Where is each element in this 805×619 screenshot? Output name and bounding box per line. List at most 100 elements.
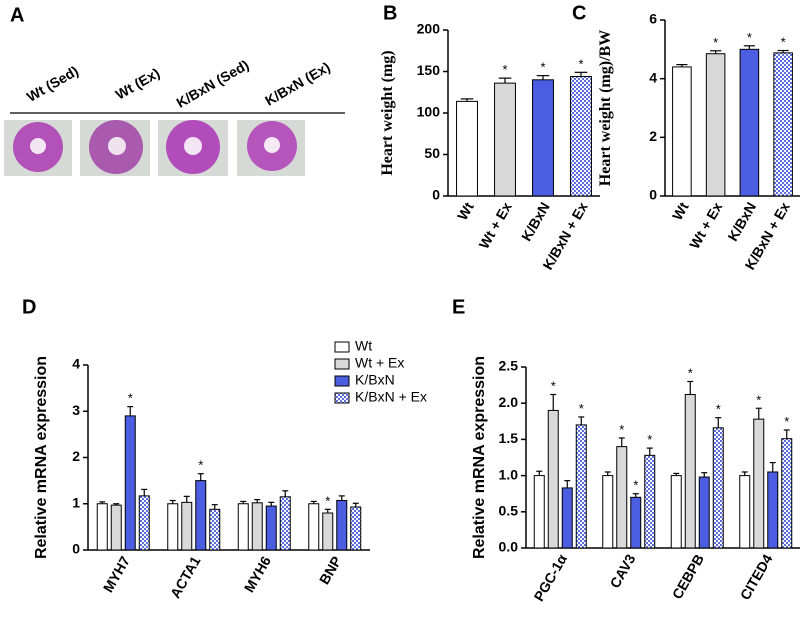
significance-marker: * (713, 35, 718, 50)
significance-marker: * (502, 62, 507, 77)
panel-label: C (572, 2, 586, 24)
x-tick-label: ACTA1 (167, 553, 204, 601)
y-tick-label: 1.0 (499, 466, 519, 482)
slice-images (4, 120, 305, 176)
y-tick-label: 6 (649, 11, 657, 27)
x-tick-label: K/BxN (724, 199, 759, 243)
significance-marker: * (578, 56, 583, 71)
significance-marker: * (647, 432, 652, 447)
bar (670, 475, 682, 549)
y-tick-label: 0 (72, 541, 80, 557)
legend-label: Wt + Ex (355, 355, 404, 371)
y-tick-label: 1 (72, 494, 80, 510)
significance-marker: * (325, 493, 330, 508)
legend-label: K/BxN (355, 372, 395, 388)
significance-marker: * (784, 414, 789, 429)
y-tick-label: 0.0 (499, 539, 519, 555)
y-tick-label: 4 (649, 69, 657, 85)
bar (251, 502, 263, 551)
legend-swatch (334, 358, 350, 370)
x-tick-label: CAV3 (607, 551, 639, 591)
significance-marker: * (551, 379, 556, 394)
legend-label: K/BxN + Ex (355, 389, 427, 405)
legend-swatch (334, 341, 350, 353)
bar (110, 504, 122, 551)
panel-label: A (10, 4, 24, 26)
bar (575, 424, 587, 549)
y-tick-label: 0 (649, 187, 657, 203)
y-tick-label: 100 (417, 104, 441, 120)
bar (181, 501, 193, 551)
significance-marker: * (619, 422, 624, 437)
bar (753, 418, 765, 549)
y-tick-label: 50 (424, 145, 440, 161)
significance-marker: * (579, 401, 584, 416)
x-tick-label: CEBPB (669, 551, 707, 601)
sample-label: K/BxN (Sed) (173, 57, 251, 111)
x-tick-label: Wt + Ex (475, 199, 514, 251)
y-tick-label: 3 (72, 402, 80, 418)
bar (350, 506, 362, 551)
bar (602, 475, 614, 549)
bar (336, 500, 348, 551)
bar (308, 503, 320, 551)
significance-marker: * (756, 392, 761, 407)
panel-label: B (383, 2, 397, 24)
legend-swatch (334, 375, 350, 387)
significance-marker: * (716, 402, 721, 417)
bar (705, 53, 726, 197)
bar (532, 79, 554, 197)
bar (96, 503, 108, 551)
bar (167, 503, 179, 551)
y-axis-label: Relative mRNA expression (471, 356, 488, 559)
bar (616, 446, 628, 549)
x-tick-label: CITED4 (737, 551, 776, 602)
bar (533, 475, 545, 549)
x-tick-label: PGC-1α (530, 551, 570, 604)
y-tick-label: 2.0 (499, 394, 519, 410)
legend-label: Wt (355, 338, 372, 354)
bar (322, 512, 334, 551)
y-tick-label: 2.5 (499, 358, 519, 374)
bar (561, 487, 573, 549)
y-tick-label: 150 (417, 62, 441, 78)
bar (547, 409, 559, 549)
x-tick-label: MYH6 (241, 553, 274, 595)
y-tick-label: 0.5 (499, 503, 519, 519)
bar (124, 415, 136, 551)
bar (698, 476, 710, 549)
significance-marker: * (688, 365, 693, 380)
bar (195, 480, 207, 551)
y-tick-label: 1.5 (499, 430, 519, 446)
bar (773, 52, 793, 197)
significance-marker: * (633, 478, 638, 493)
bar (456, 100, 478, 197)
significance-marker: * (198, 458, 203, 473)
sample-label: Wt (Ex) (113, 65, 163, 103)
y-axis-label: Heart weight (mg) (379, 50, 396, 175)
y-tick-label: 2 (649, 128, 657, 144)
significance-marker: * (540, 60, 545, 75)
bar (684, 394, 696, 549)
sample-label: Wt (Sed) (24, 63, 81, 105)
bar (209, 508, 221, 551)
bar (739, 475, 751, 549)
bar (237, 503, 249, 551)
panel-label: E (452, 296, 465, 318)
bar (265, 505, 277, 551)
x-tick-label: Wt (669, 199, 692, 223)
x-tick-label: BNP (316, 553, 345, 587)
y-axis-label: Heart weight (mg)/BW (597, 30, 614, 186)
panel-label: D (22, 296, 36, 318)
y-axis-label: Relative mRNA expression (33, 356, 50, 559)
sample-label: K/BxN (Ex) (262, 59, 333, 109)
y-tick-label: 4 (72, 356, 80, 372)
bar (739, 48, 760, 197)
x-tick-label: K/BxN (518, 199, 553, 243)
y-tick-label: 0 (432, 187, 440, 203)
bar (767, 471, 779, 549)
bar (138, 495, 150, 551)
bar (494, 82, 516, 197)
